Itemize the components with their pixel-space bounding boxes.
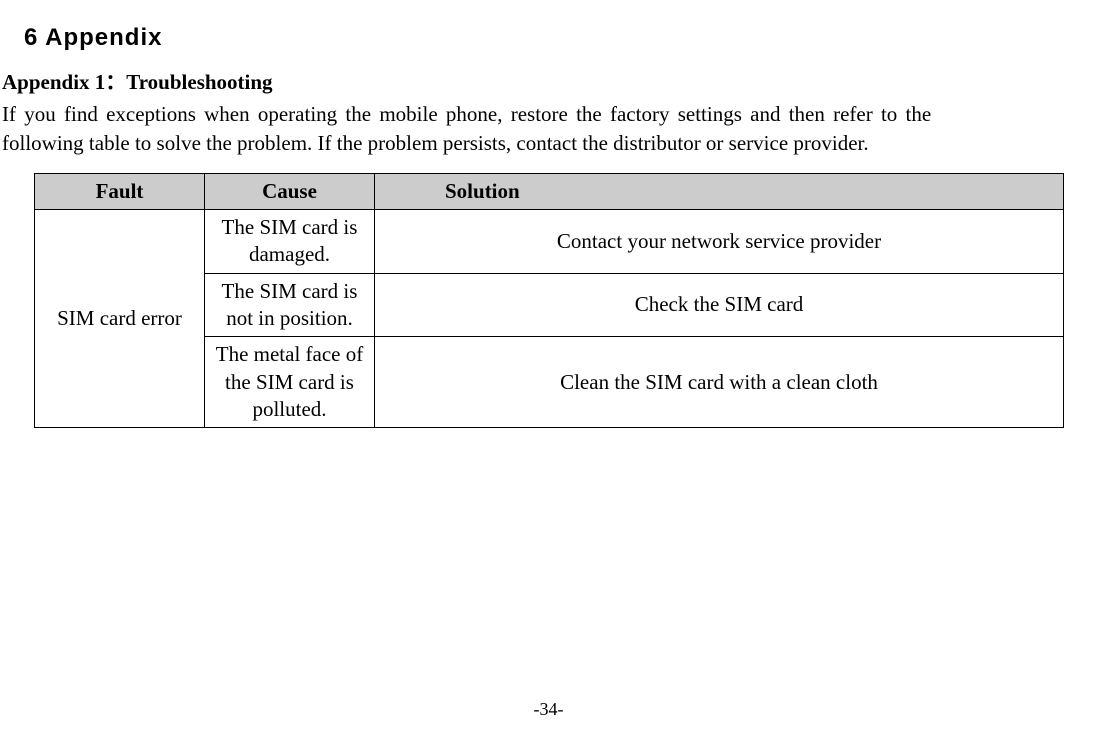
page-number: -34- bbox=[0, 699, 1097, 720]
cell-solution: Clean the SIM card with a clean cloth bbox=[375, 337, 1064, 428]
table-header-row: Fault Cause Solution bbox=[35, 173, 1064, 209]
cell-cause: The metal face of the SIM card is pollut… bbox=[205, 337, 375, 428]
troubleshooting-table: Fault Cause Solution SIM card error The … bbox=[34, 173, 1064, 428]
intro-line-1: If you find exceptions when operating th… bbox=[2, 100, 1095, 129]
cell-solution: Check the SIM card bbox=[375, 273, 1064, 337]
subtitle-separator: ： bbox=[105, 70, 126, 94]
cell-cause: The SIM card is not in position. bbox=[205, 273, 375, 337]
table-row: SIM card error The SIM card is damaged. … bbox=[35, 210, 1064, 274]
appendix-subtitle: Appendix 1：Troubleshooting bbox=[2, 66, 1097, 96]
intro-line-2: following table to solve the problem. If… bbox=[2, 129, 1095, 158]
cell-cause: The SIM card is damaged. bbox=[205, 210, 375, 274]
subtitle-prefix: Appendix 1 bbox=[2, 70, 105, 94]
cell-fault: SIM card error bbox=[35, 210, 205, 428]
page-content: 6 Appendix Appendix 1：Troubleshooting If… bbox=[0, 0, 1097, 428]
cell-solution: Contact your network service provider bbox=[375, 210, 1064, 274]
col-header-cause: Cause bbox=[205, 173, 375, 209]
col-header-solution: Solution bbox=[375, 173, 1064, 209]
col-header-fault: Fault bbox=[35, 173, 205, 209]
subtitle-suffix: Troubleshooting bbox=[126, 70, 272, 94]
section-heading: 6 Appendix bbox=[24, 24, 1097, 52]
intro-paragraph: If you find exceptions when operating th… bbox=[2, 100, 1095, 159]
